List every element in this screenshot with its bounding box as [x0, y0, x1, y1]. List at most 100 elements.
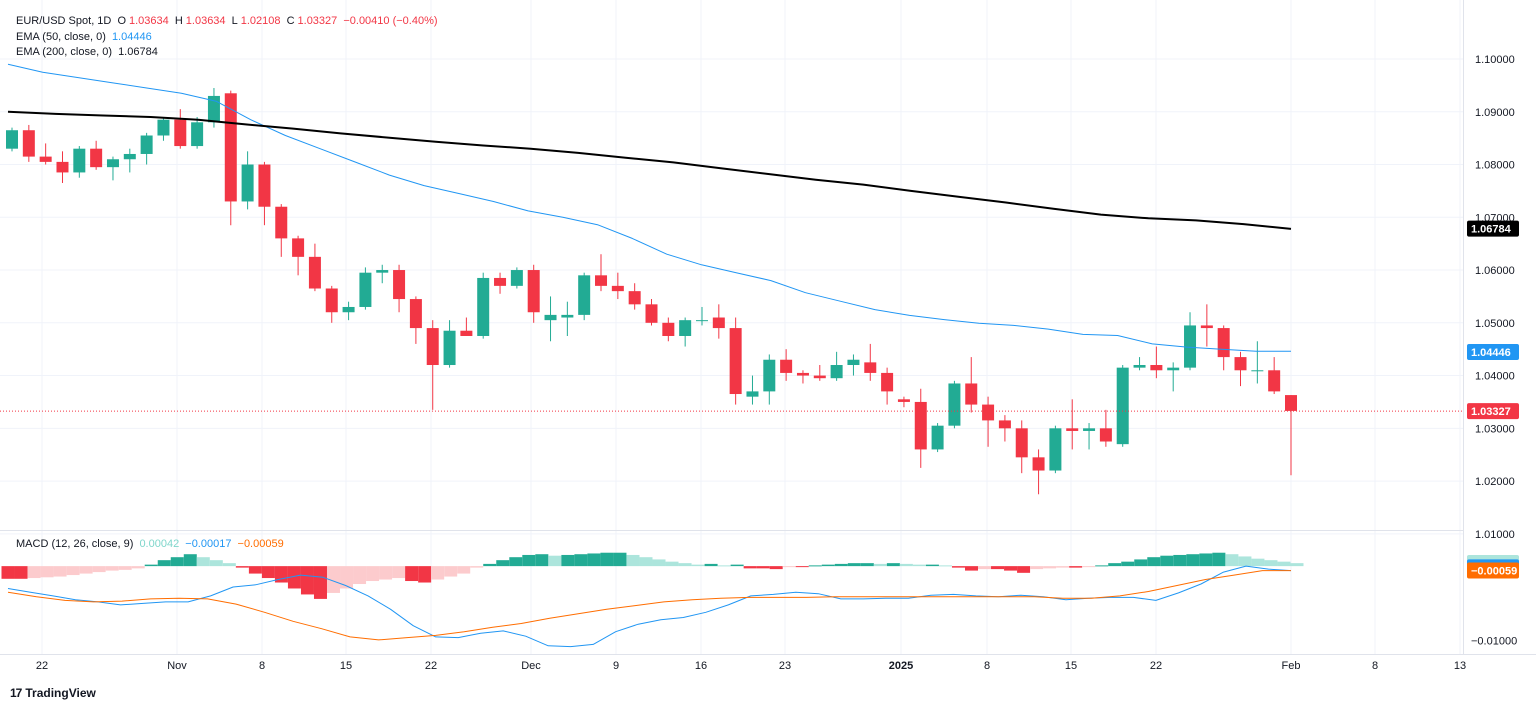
- price-tick-label: 1.05000: [1475, 318, 1515, 330]
- macd-histogram-bar: [639, 557, 653, 567]
- candle-body: [106, 159, 119, 168]
- ema200-legend[interactable]: EMA (200, close, 0) 1.06784: [16, 45, 161, 60]
- macd-histogram-bar: [1199, 553, 1213, 567]
- macd-hist-value: 0.00042: [139, 538, 180, 550]
- candle-body: [864, 362, 877, 373]
- macd-histogram-bar: [795, 566, 809, 568]
- candle-body: [611, 285, 624, 292]
- candle-body: [73, 148, 86, 173]
- time-tick-label: 22: [1150, 660, 1162, 672]
- candle-body: [830, 365, 843, 379]
- candle-body: [275, 206, 288, 239]
- candle-body: [881, 372, 894, 392]
- macd-histogram-bar: [899, 563, 913, 567]
- macd-histogram-bar: [92, 566, 106, 573]
- candle-body: [695, 320, 708, 322]
- macd-histogram-bar: [66, 566, 80, 576]
- candle-body: [847, 359, 860, 366]
- macd-legend[interactable]: MACD (12, 26, close, 9) 0.00042 −0.00017…: [16, 537, 287, 552]
- macd-histogram-bar: [691, 564, 705, 567]
- macd-histogram-bar: [548, 555, 562, 567]
- candle-body: [325, 288, 338, 313]
- macd-histogram-bar: [1069, 566, 1083, 568]
- price-tick-label: 1.10000: [1475, 54, 1515, 66]
- candle-body: [1217, 328, 1230, 358]
- candle-body: [409, 299, 422, 329]
- candle-body: [157, 119, 170, 136]
- ema50-legend[interactable]: EMA (50, close, 0) 1.04446: [16, 30, 155, 45]
- macd-histogram-bar: [1277, 561, 1291, 567]
- macd-histogram-bar: [183, 554, 197, 567]
- macd-axis[interactable]: 0.00042−0.00017−0.00059−0.01000: [1467, 555, 1519, 648]
- macd-histogram-bar: [1290, 563, 1304, 567]
- macd-histogram-bar: [248, 566, 262, 574]
- high-value: 1.03634: [185, 15, 226, 27]
- open-label: O: [117, 15, 126, 27]
- macd-histogram-bar: [938, 565, 952, 567]
- macd-histogram-bar: [366, 566, 380, 582]
- macd-histogram-bar: [379, 566, 393, 580]
- candle-body: [308, 256, 321, 289]
- macd-histogram-bar: [405, 566, 419, 582]
- candle-body: [359, 272, 372, 307]
- tradingview-brand[interactable]: 17 TradingView: [10, 686, 96, 700]
- macd-plot[interactable]: [1, 552, 1304, 648]
- macd-histogram-bar: [1264, 560, 1278, 567]
- time-tick-label: 9: [613, 660, 619, 672]
- macd-histogram-bar: [1056, 566, 1070, 568]
- time-tick-label: 16: [695, 660, 707, 672]
- candle-body: [813, 375, 826, 379]
- candle-body: [22, 130, 35, 157]
- macd-histogram-bar: [105, 566, 119, 571]
- macd-histogram-bar: [1186, 554, 1200, 567]
- macd-histogram-bar: [14, 566, 28, 579]
- macd-histogram-bar: [1, 566, 15, 579]
- macd-histogram-bar: [756, 566, 770, 569]
- price-axis[interactable]: 1.100001.090001.080001.070001.060001.050…: [1475, 54, 1515, 541]
- time-axis[interactable]: 22 Nov 8 15 22 Dec 9 16 23 2025 8 15 22 Feb 8 13: [36, 660, 1466, 672]
- candle-body: [241, 164, 254, 202]
- macd-histogram-bar: [613, 552, 627, 567]
- price-tag-label: 1.03327: [1471, 406, 1511, 418]
- macd-histogram-bar: [209, 560, 223, 567]
- symbol-legend[interactable]: EUR/USD Spot, 1D O 1.03634 H 1.03634 L 1.02…: [16, 14, 441, 29]
- time-tick-label: 2025: [889, 660, 913, 672]
- macd-histogram-bar: [327, 566, 341, 593]
- candle-body: [207, 95, 220, 123]
- candle-body: [443, 330, 456, 366]
- candle-body: [1083, 428, 1096, 431]
- time-tick-label: Feb: [1282, 660, 1301, 672]
- macd-histogram-bar: [470, 566, 484, 568]
- macd-tag-box: [1467, 562, 1519, 579]
- macd-histogram-bar: [600, 552, 614, 567]
- macd-histogram-bar: [561, 554, 575, 567]
- candle-body: [1032, 457, 1045, 471]
- candle-body: [477, 277, 490, 336]
- macd-histogram-bar: [340, 566, 354, 589]
- macd-histogram-bar: [53, 566, 67, 577]
- macd-histogram-bar: [144, 564, 158, 567]
- macd-histogram-bar: [925, 564, 939, 567]
- macd-histogram-bar: [1095, 565, 1109, 567]
- candle-body: [931, 425, 944, 450]
- macd-histogram-bar: [300, 566, 314, 595]
- macd-histogram-bar: [79, 566, 93, 574]
- price-tick-label: 1.04000: [1475, 371, 1515, 383]
- candle-body: [712, 317, 725, 329]
- ema200-line: [7, 110, 1292, 230]
- candle-body: [510, 270, 523, 286]
- macd-histogram-bar: [873, 563, 887, 567]
- time-tick-label: 22: [425, 660, 437, 672]
- candle-body: [897, 399, 910, 402]
- candle-body: [780, 359, 793, 373]
- price-tag-box: [1467, 344, 1519, 361]
- candle-body: [679, 320, 692, 336]
- close-label: C: [286, 15, 295, 27]
- price-tick-label: 1.03000: [1475, 423, 1515, 435]
- macd-line: [7, 565, 1292, 648]
- macd-line-value: −0.00017: [185, 538, 232, 550]
- candle-body: [1200, 325, 1213, 329]
- price-plot[interactable]: [0, 63, 1463, 495]
- macd-histogram-bar: [743, 566, 757, 569]
- macd-histogram-bar: [886, 563, 900, 567]
